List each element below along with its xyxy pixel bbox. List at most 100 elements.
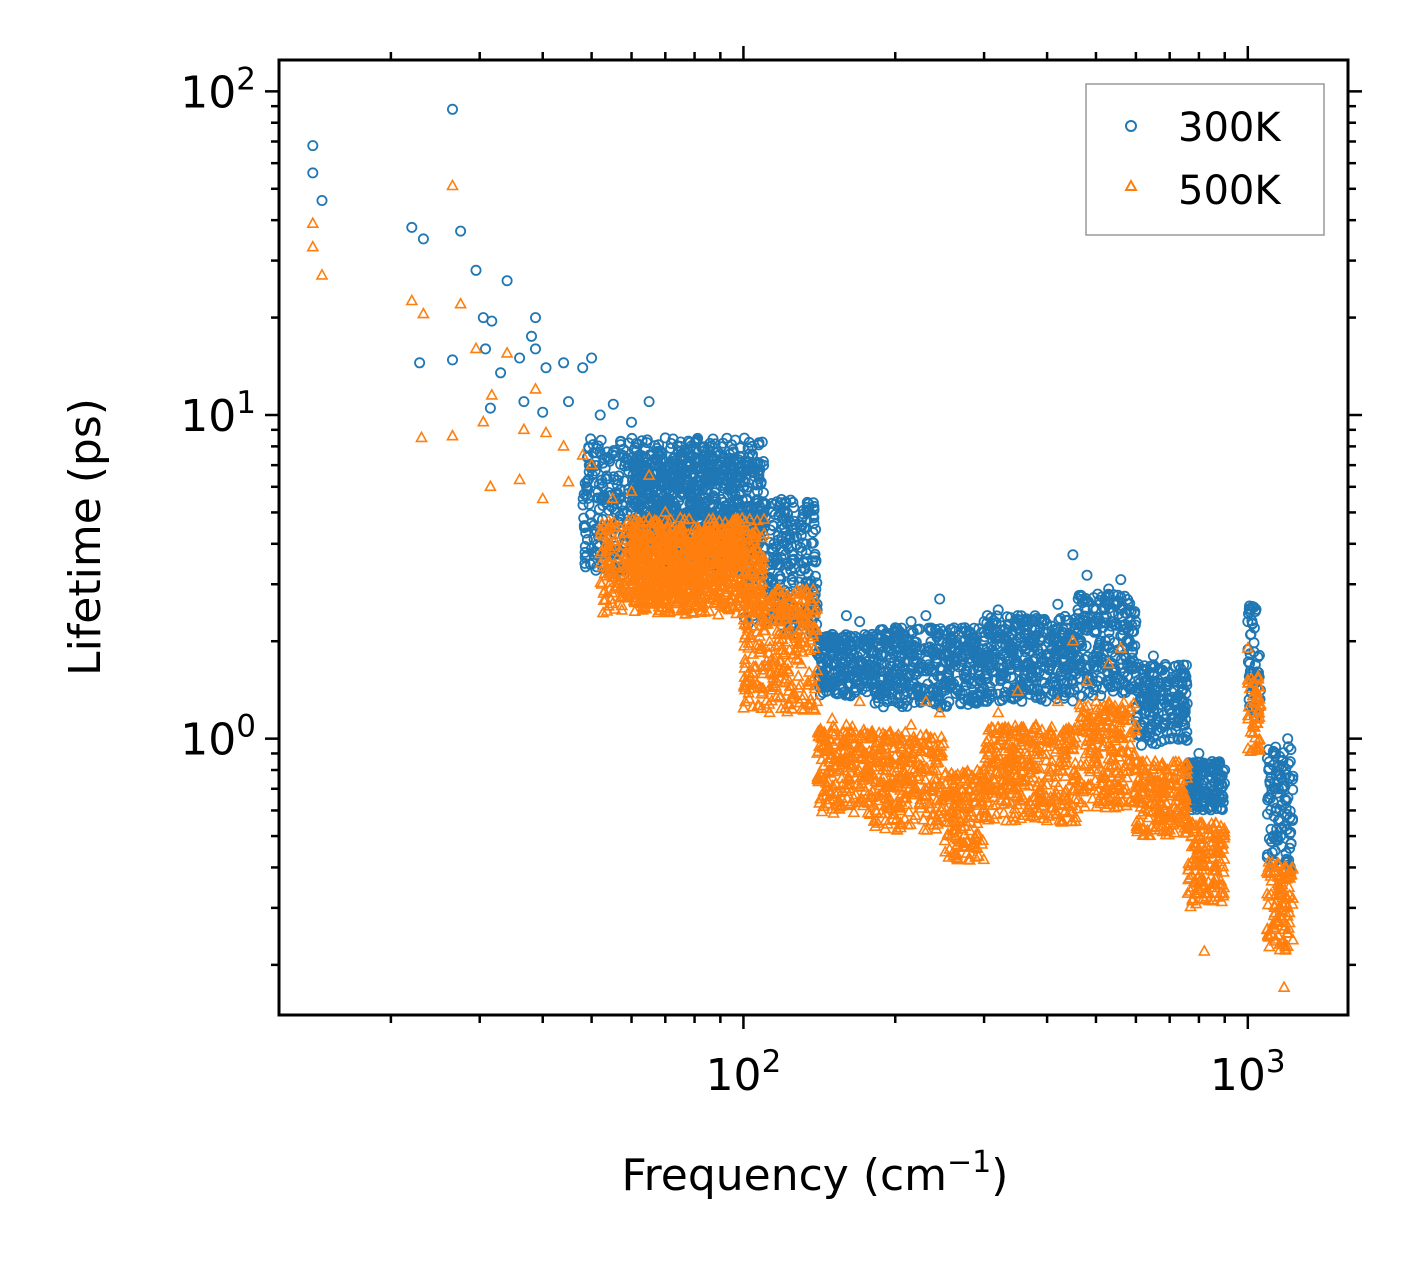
data-point [934, 593, 946, 605]
data-point [1205, 795, 1217, 807]
data-point [889, 630, 901, 642]
data-point [955, 697, 967, 709]
data-point [819, 681, 831, 693]
data-point [621, 453, 633, 465]
data-point [888, 668, 900, 680]
data-point [886, 693, 898, 705]
plot-area [306, 103, 1300, 993]
data-point [599, 452, 611, 464]
data-point [933, 694, 945, 706]
data-point [683, 451, 695, 463]
data-point [875, 689, 887, 701]
data-point [587, 439, 599, 451]
data-point [1267, 830, 1279, 842]
data-point [822, 641, 834, 653]
data-point [915, 644, 927, 656]
data-point [912, 682, 924, 694]
data-point [674, 469, 686, 481]
data-point [908, 662, 920, 674]
data-point [677, 454, 689, 466]
data-point [927, 643, 939, 655]
data-point [878, 635, 890, 647]
data-point [1283, 772, 1295, 784]
data-point [1052, 622, 1064, 634]
data-point [922, 663, 934, 675]
data-point [984, 692, 996, 704]
data-point [594, 409, 606, 421]
data-point [596, 494, 608, 506]
data-point [675, 491, 687, 503]
data-point [695, 461, 707, 473]
data-point [514, 352, 526, 364]
data-point [1180, 713, 1192, 725]
data-point [1147, 650, 1159, 662]
data-point [1012, 610, 1024, 622]
data-point [1157, 664, 1169, 676]
data-point [726, 463, 738, 475]
data-point [795, 565, 807, 577]
data-point [558, 357, 570, 369]
data-point [585, 559, 597, 571]
data-point [943, 654, 955, 666]
data-point [1067, 549, 1079, 561]
data-point [1287, 784, 1299, 796]
data-point [984, 681, 996, 693]
data-point [1033, 627, 1045, 639]
data-point [867, 644, 879, 656]
data-point [807, 537, 819, 549]
data-point [786, 574, 798, 586]
data-point [786, 549, 798, 561]
data-point [307, 140, 319, 152]
data-point [1130, 616, 1142, 628]
data-point [1159, 734, 1171, 746]
data-point [871, 628, 883, 640]
data-point [1279, 793, 1291, 805]
data-point [581, 481, 593, 493]
data-point [537, 406, 549, 418]
data-point [1081, 569, 1093, 581]
data-point [583, 498, 595, 510]
data-point [470, 264, 482, 276]
data-point [837, 670, 849, 682]
data-point [1053, 614, 1065, 626]
data-point [1265, 823, 1277, 835]
data-point [982, 646, 994, 658]
data-point [1098, 640, 1110, 652]
data-point [727, 443, 739, 455]
data-point [1274, 768, 1286, 780]
data-point [874, 663, 886, 675]
data-point [1076, 690, 1088, 702]
data-point [840, 610, 852, 622]
data-point [732, 474, 744, 486]
data-point [923, 622, 935, 634]
data-point [1143, 678, 1155, 690]
data-point [1281, 795, 1293, 807]
data-point [1018, 673, 1030, 685]
data-point [1103, 583, 1115, 595]
data-point [634, 500, 646, 512]
data-point [941, 700, 953, 712]
data-point [1061, 676, 1073, 688]
data-point [1040, 695, 1052, 707]
data-point [582, 482, 594, 494]
data-point [769, 498, 781, 510]
data-point [920, 610, 932, 622]
data-point [1030, 616, 1042, 628]
data-point [714, 455, 726, 467]
data-point [836, 653, 848, 665]
data-point [633, 438, 645, 450]
data-point [869, 697, 881, 709]
data-point [1179, 719, 1191, 731]
data-point [659, 432, 671, 444]
data-point [842, 688, 854, 700]
data-point [702, 487, 714, 499]
data-point [607, 398, 619, 410]
data-point [636, 483, 648, 495]
data-point [1213, 773, 1225, 785]
data-point [932, 682, 944, 694]
data-point [652, 453, 664, 465]
data-point [749, 507, 761, 519]
data-point [746, 450, 758, 462]
data-point [563, 396, 575, 408]
data-point [722, 489, 734, 501]
